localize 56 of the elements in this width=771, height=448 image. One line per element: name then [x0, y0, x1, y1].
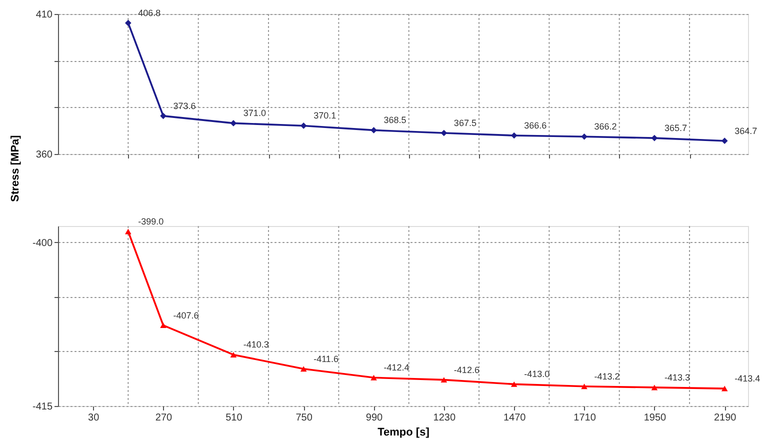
x-tick-label: 30: [88, 412, 100, 424]
text: -412.6: [454, 364, 480, 375]
text: 406.8: [138, 8, 161, 18]
point: [125, 20, 132, 26]
text: 365.7: [664, 123, 687, 134]
y-tick-label: 410: [36, 10, 53, 20]
point: [651, 384, 658, 390]
y-axis-title: Stress [MPa]: [10, 134, 22, 202]
point: [125, 228, 132, 234]
text: 367.5: [454, 118, 476, 128]
point: [440, 130, 448, 136]
text: -410.3: [243, 340, 269, 350]
point: [370, 374, 377, 380]
text: -411.6: [314, 354, 338, 364]
text: -413.0: [524, 369, 550, 380]
point: [300, 122, 307, 129]
point: [721, 138, 728, 144]
point: [230, 120, 237, 126]
point: [510, 381, 518, 387]
point: [721, 386, 728, 392]
text: 368.5: [384, 115, 406, 126]
text: 366.6: [524, 120, 547, 131]
text: 371.0: [243, 108, 266, 118]
text: -399.0: [138, 216, 164, 226]
x-tick-label: 990: [366, 412, 384, 424]
x-tick-label: 1470: [503, 412, 526, 424]
text: -413.4: [734, 374, 760, 384]
point: [440, 377, 448, 383]
text: -413.3: [664, 372, 690, 382]
x-tick-label: 270: [155, 412, 173, 424]
point: [581, 133, 588, 140]
x-tick-label: 1230: [433, 412, 456, 424]
point: [160, 112, 166, 120]
text: 366.2: [594, 122, 617, 132]
text: -413.2: [594, 371, 620, 382]
y-tick-label: -415: [32, 402, 53, 412]
text: 373.6: [173, 100, 196, 111]
y-tick-label: 360: [36, 150, 53, 160]
point: [370, 127, 377, 134]
x-tick-label: 510: [226, 412, 243, 424]
point: [160, 322, 166, 328]
point: [510, 132, 518, 139]
point: [651, 134, 658, 142]
text: 364.7: [734, 126, 758, 136]
text: 370.1: [314, 110, 336, 121]
x-tick-label: 2190: [714, 412, 737, 424]
text: -412.4: [384, 362, 410, 373]
point: [300, 366, 307, 372]
text: -407.6: [173, 310, 199, 320]
x-tick-label: 1710: [574, 412, 596, 424]
y-tick-label: -400: [32, 238, 53, 249]
x-axis-title: Tempo [s]: [378, 426, 430, 438]
point: [581, 384, 588, 390]
x-tick-label: 1950: [644, 412, 666, 424]
point: [230, 352, 237, 358]
x-tick-label: 750: [296, 412, 313, 424]
